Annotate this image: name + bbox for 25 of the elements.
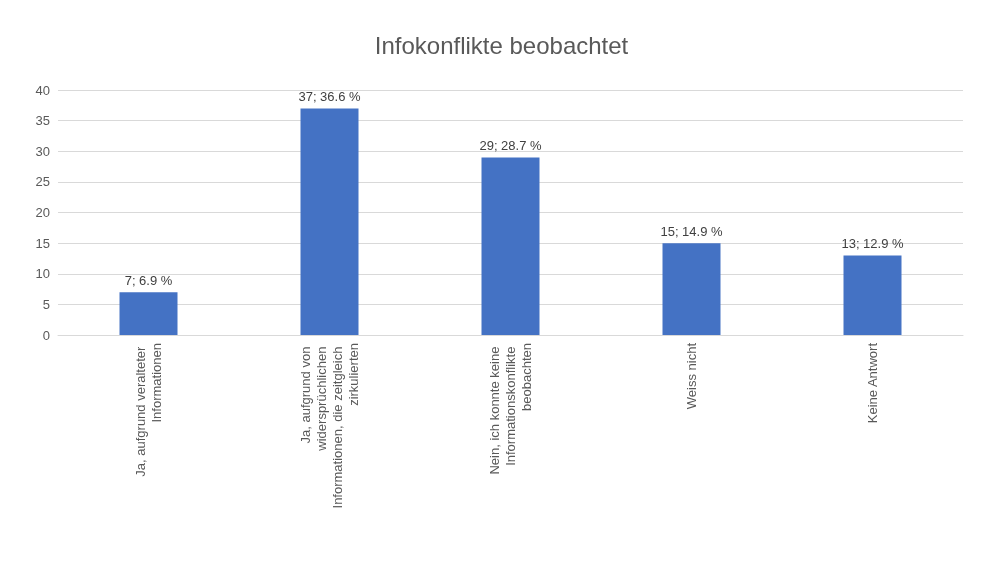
y-tick-label: 35 bbox=[35, 113, 50, 129]
x-tick-label: Keine Antwort bbox=[865, 342, 880, 424]
bar bbox=[300, 108, 359, 335]
y-tick-label: 25 bbox=[35, 174, 50, 190]
x-tick-label: Ja, aufgrund veralteter Informationen bbox=[133, 343, 164, 477]
chart-title: Infokonflikte beobachtet bbox=[374, 31, 629, 59]
data-label: 29; 28.7 % bbox=[479, 138, 543, 154]
bar bbox=[843, 255, 902, 335]
data-label: 13; 12.9 % bbox=[841, 236, 905, 252]
y-tick-label: 10 bbox=[35, 266, 50, 282]
y-tick-label: 40 bbox=[35, 82, 50, 98]
bar bbox=[662, 243, 721, 335]
x-tick-label: Ja, aufgrund von widersprüchlichen Informationen, die zeitgleich zirkulierten bbox=[298, 343, 361, 509]
data-label: 37; 36.6 % bbox=[298, 89, 362, 105]
y-tick-label: 20 bbox=[35, 205, 50, 220]
y-tick-label: 15 bbox=[35, 235, 50, 251]
data-label: 15; 14.9 % bbox=[660, 224, 724, 240]
y-tick-label: 0 bbox=[42, 327, 50, 343]
y-tick-label: 30 bbox=[35, 143, 50, 159]
bar bbox=[481, 157, 540, 335]
bar bbox=[119, 292, 178, 335]
x-tick-label: Nein, ich konnte keine Informationskonflikte beobachten bbox=[487, 343, 534, 475]
data-label: 7; 6.9 % bbox=[124, 273, 173, 289]
x-tick-label: Weiss nicht bbox=[684, 342, 699, 410]
y-tick-label: 5 bbox=[42, 296, 50, 312]
